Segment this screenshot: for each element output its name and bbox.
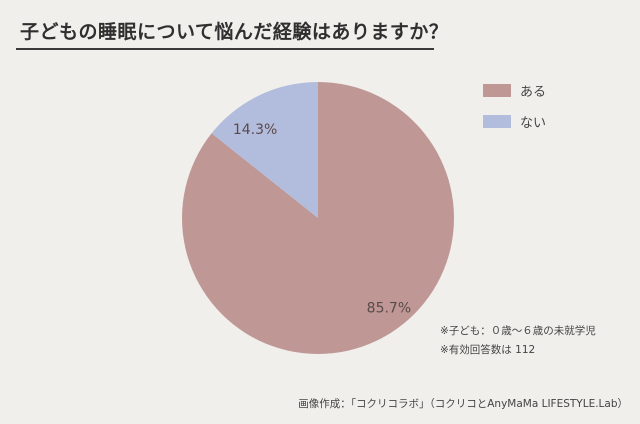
slice-label-nai: 14.3%: [233, 122, 277, 138]
legend-item-nai: ない: [483, 111, 546, 131]
slice-nai: [211, 82, 318, 218]
footnote-age: ※子ども：０歳～６歳の未就学児: [440, 325, 596, 337]
slice-label-aru: 85.7%: [367, 301, 411, 317]
legend-label-nai: ない: [520, 115, 547, 131]
footnotes: ※子ども：０歳～６歳の未就学児 ※有効回答数は 112: [440, 322, 596, 360]
legend: ある ない: [483, 80, 546, 142]
slice-aru: [181, 82, 454, 355]
image-credit: 画像作成：「コクリコラボ」（コクリコとAnyMaMa LIFESTYLE.Lab…: [298, 398, 628, 410]
footnote-sample-size: ※有効回答数は 112: [440, 344, 536, 356]
legend-label-aru: ある: [520, 84, 547, 100]
legend-item-aru: ある: [483, 80, 546, 100]
legend-swatch-nai: [483, 114, 511, 128]
title-underline: [16, 48, 434, 50]
legend-swatch-aru: [483, 83, 511, 97]
chart-title: 子どもの睡眠について悩んだ経験はありますか？: [20, 21, 449, 43]
